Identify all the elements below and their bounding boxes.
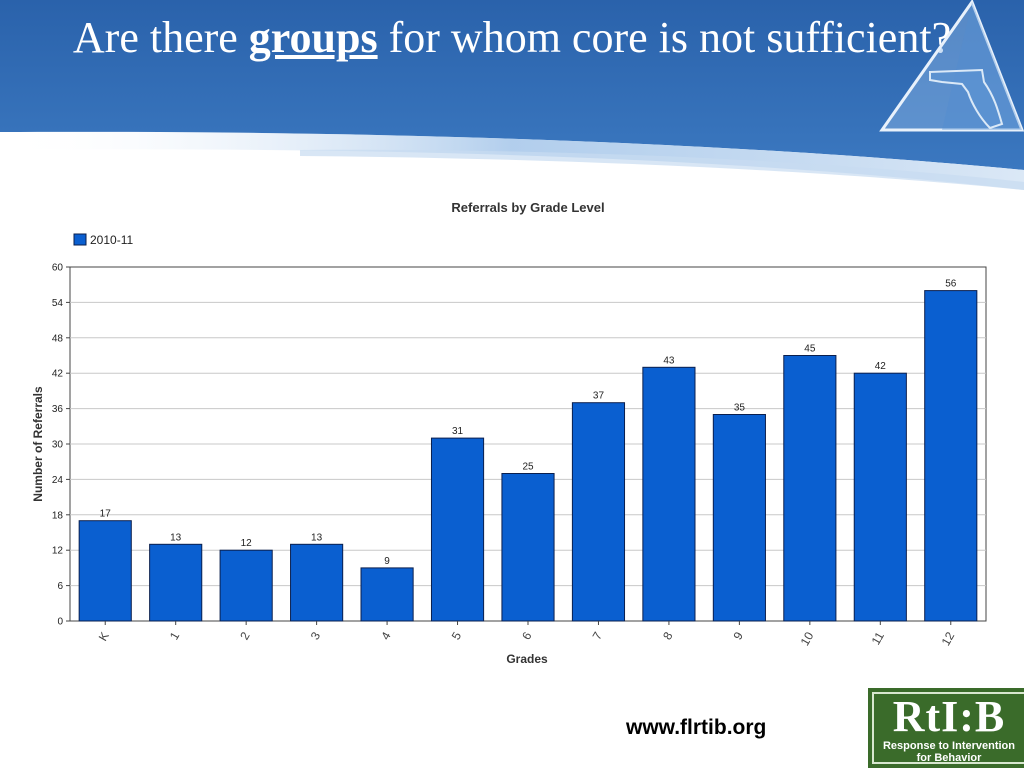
bar [78,520,132,622]
bar-data-label: 25 [522,462,534,473]
legend-swatch [73,233,87,246]
x-tick-label: 3 [308,629,324,642]
x-axis-ticks: K 1 2 3 4 5 6 7 8 9 10 11 12 [96,621,958,648]
bar [783,355,837,622]
title-text-before: Are there [72,13,249,62]
rtib-logo-frame: RtI:B Response to Intervention for Behav… [872,692,1024,764]
y-tick-label: 48 [52,333,64,344]
x-tick-label: 7 [590,629,606,642]
slide-title: Are there groups for whom core is not su… [40,12,984,64]
y-tick-label: 30 [52,440,64,451]
y-axis-ticks: 0 6 12 18 24 30 36 42 48 54 60 [52,263,70,628]
bar-data-label: 37 [593,391,605,402]
rtib-tagline-line1: Response to Intervention [882,740,1016,752]
x-tick-label: K [96,630,112,644]
y-tick-label: 18 [52,510,64,521]
bar [219,549,273,622]
x-tick-label: 9 [731,629,747,642]
bar-data-label: 35 [734,403,746,414]
bar-data-label: 42 [875,361,887,372]
x-tick-label: 12 [939,629,958,648]
x-tick-label: 4 [378,629,394,642]
title-text-after: for whom core is not sufficient? [377,13,952,62]
x-tick-label: 2 [237,629,253,642]
bar-data-label: 13 [170,532,182,543]
x-tick-label: 5 [449,629,465,642]
header-band [0,0,1024,190]
y-tick-label: 54 [52,298,64,309]
bar-data-label: 45 [804,344,816,355]
bar-data-label: 43 [663,355,675,366]
x-axis-label: Grades [506,652,548,666]
y-tick-label: 36 [52,404,64,415]
bar-data-label: 9 [384,556,390,567]
bar [149,543,203,622]
y-tick-label: 24 [52,475,64,486]
florida-triangle-logo [879,0,1024,132]
bars [78,290,978,622]
x-tick-label: 10 [798,629,817,648]
bar [430,437,485,622]
rtib-wordmark: RtI:B [892,692,1006,741]
legend-label: 2010-11 [90,233,133,247]
chart-title: Referrals by Grade Level [451,200,604,215]
rtib-tagline-line2: for Behavior [916,752,982,764]
y-axis-label: Number of Referrals [31,386,45,502]
bar-data-label: 56 [945,279,957,290]
bar [290,543,344,622]
bar [571,402,626,622]
bar [853,372,907,622]
bar-data-label: 31 [452,426,464,437]
bar-data-label: 13 [311,532,323,543]
y-tick-label: 6 [57,581,63,592]
y-tick-label: 12 [52,546,64,557]
y-tick-label: 0 [57,617,63,628]
y-tick-label: 60 [52,263,64,274]
bar-chart: Referrals by Grade Level 2010-11 0612182… [31,200,987,666]
x-tick-label: 11 [869,629,888,647]
bar [712,414,766,622]
bar-data-label: 12 [241,538,253,549]
bar-data-labels: 17 13 12 13 9 31 25 37 43 35 45 42 56 [100,279,957,567]
bar [924,290,978,622]
x-tick-label: 1 [167,629,183,642]
rtib-logo: RtI:B Response to Intervention for Behav… [868,688,1024,768]
bar-data-label: 17 [100,509,112,520]
x-tick-label: 6 [519,629,535,642]
bar [501,473,555,622]
x-tick-label: 8 [660,629,676,642]
legend: 2010-11 [73,233,133,247]
title-emphasis: groups [248,13,378,62]
footer-url[interactable]: www.flrtib.org [626,716,767,739]
bar [642,366,696,622]
y-tick-label: 42 [52,369,64,380]
bar [360,567,414,622]
